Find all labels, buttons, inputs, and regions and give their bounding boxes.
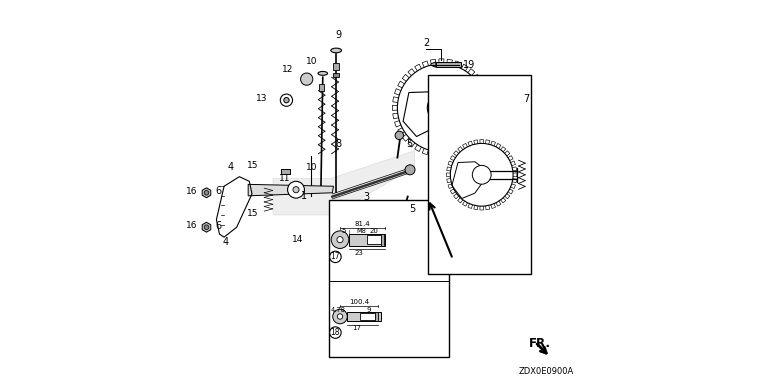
Text: 23: 23	[355, 250, 363, 256]
Bar	[349, 233, 385, 246]
Text: 17: 17	[330, 252, 340, 262]
Ellipse shape	[331, 48, 342, 53]
Text: 20: 20	[369, 228, 378, 234]
Text: 5: 5	[406, 139, 412, 149]
Bar	[333, 73, 339, 77]
Text: 9: 9	[335, 30, 341, 40]
Circle shape	[397, 64, 485, 152]
Text: 19: 19	[462, 60, 475, 70]
Text: 3: 3	[364, 192, 370, 202]
Text: 16: 16	[186, 221, 197, 230]
Circle shape	[293, 187, 299, 193]
Circle shape	[280, 94, 293, 106]
Circle shape	[472, 166, 491, 184]
Polygon shape	[273, 151, 415, 215]
Text: 17: 17	[353, 325, 362, 331]
Polygon shape	[431, 62, 436, 67]
Circle shape	[397, 212, 406, 220]
Circle shape	[204, 225, 209, 230]
Text: M8: M8	[356, 228, 366, 234]
Text: 14: 14	[293, 235, 303, 244]
Ellipse shape	[318, 71, 328, 75]
Text: 2: 2	[423, 38, 429, 48]
Circle shape	[204, 190, 209, 195]
Circle shape	[331, 231, 349, 248]
Text: ZDX0E0900A: ZDX0E0900A	[518, 367, 574, 376]
Circle shape	[329, 251, 341, 263]
Text: 18: 18	[331, 328, 340, 337]
Circle shape	[300, 73, 313, 85]
Bar	[280, 169, 290, 174]
Text: 11: 11	[279, 174, 290, 183]
Circle shape	[333, 309, 347, 324]
Text: 9: 9	[366, 307, 371, 313]
Text: 13: 13	[256, 94, 267, 103]
Circle shape	[337, 237, 343, 243]
Text: 6: 6	[216, 186, 222, 196]
Text: 5: 5	[409, 204, 415, 214]
Text: 4.78: 4.78	[331, 307, 346, 313]
Text: FR.: FR.	[528, 337, 551, 349]
Circle shape	[283, 98, 289, 103]
Text: 10: 10	[306, 163, 317, 172]
Text: 7: 7	[523, 94, 529, 104]
Text: 16: 16	[186, 187, 197, 196]
Text: 5: 5	[342, 228, 346, 234]
Text: 81.4: 81.4	[354, 221, 370, 227]
Bar	[367, 235, 382, 244]
Bar	[382, 233, 384, 246]
Bar	[360, 313, 375, 320]
Text: 8: 8	[335, 139, 341, 149]
Circle shape	[395, 131, 403, 139]
Text: 4: 4	[227, 162, 233, 172]
Text: 10: 10	[306, 58, 317, 66]
Circle shape	[405, 165, 415, 175]
Text: 4: 4	[222, 237, 228, 247]
Text: 7: 7	[514, 103, 521, 113]
Bar	[428, 75, 531, 274]
Text: 12: 12	[282, 65, 293, 74]
Bar	[329, 200, 449, 356]
Bar	[319, 84, 323, 91]
Bar	[436, 62, 461, 67]
Text: 1: 1	[300, 191, 306, 201]
Circle shape	[450, 143, 513, 206]
Text: 6: 6	[216, 221, 222, 231]
Text: 15: 15	[247, 161, 259, 170]
Text: 15: 15	[247, 209, 259, 218]
Circle shape	[287, 181, 304, 198]
Circle shape	[427, 94, 455, 122]
Circle shape	[337, 314, 343, 319]
Text: 100.4: 100.4	[349, 299, 369, 305]
Bar	[333, 63, 339, 70]
Bar	[347, 311, 381, 321]
Polygon shape	[248, 184, 333, 196]
Bar	[375, 311, 378, 321]
Circle shape	[329, 327, 341, 338]
Polygon shape	[202, 188, 210, 198]
Polygon shape	[202, 222, 210, 232]
